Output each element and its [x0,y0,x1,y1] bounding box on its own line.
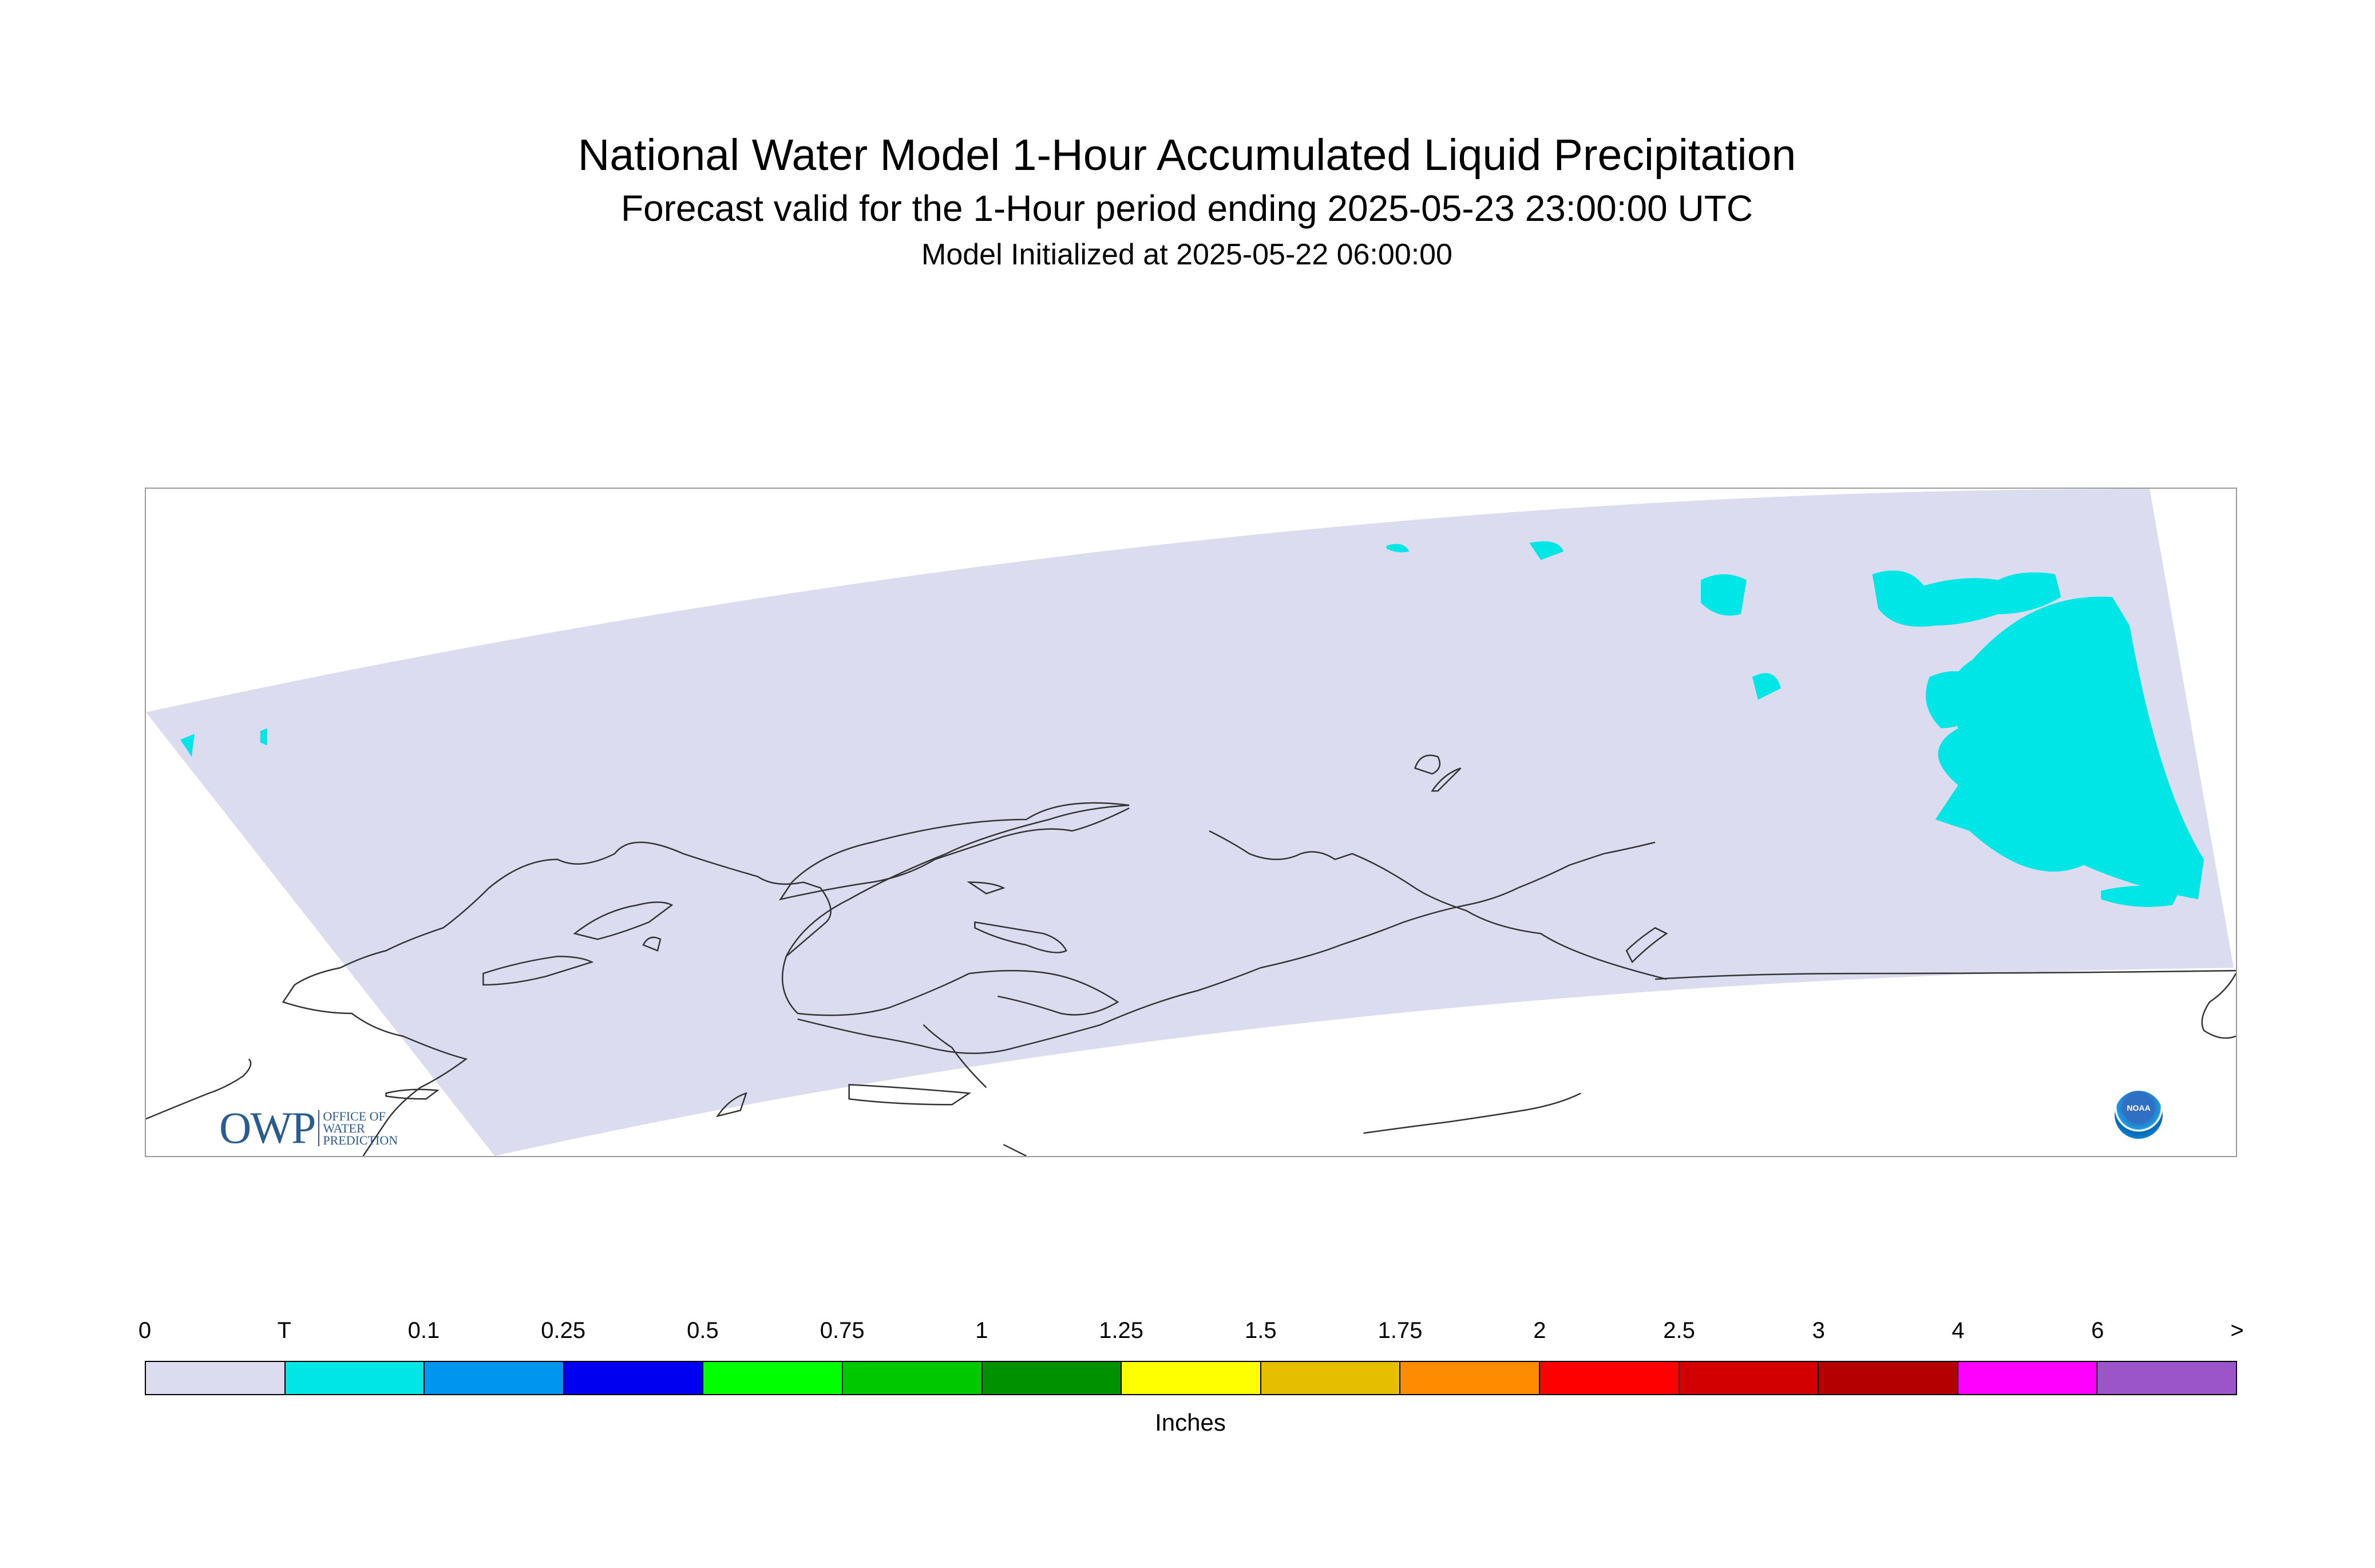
legend-swatch-6 [982,1362,1122,1394]
legend-tick-label: 6 [2091,1318,2104,1343]
legend-swatch-3 [564,1362,704,1394]
precip-color-legend [145,1361,2237,1395]
legend-swatch-8 [1261,1362,1401,1394]
legend-swatch-12 [1819,1362,1958,1394]
owp-logo-line-3: PREDICTION [323,1133,398,1147]
map-subtitle: Forecast valid for the 1-Hour period end… [620,188,1753,229]
legend-tick-label: 0.1 [407,1318,440,1343]
legend-swatch-14 [2097,1362,2236,1394]
legend-swatch-10 [1539,1362,1680,1394]
legend-swatch-0 [146,1362,286,1394]
legend-swatch-7 [1122,1362,1261,1394]
legend-tick-label: T [277,1318,291,1343]
map-title: National Water Model 1-Hour Accumulated … [577,130,1796,180]
coastlines [146,754,2236,1156]
precip-map: OWP OFFICE OF WATER PREDICTION NOAA [145,488,2237,1157]
legend-tick-label: 2.5 [1663,1318,1695,1343]
legend-tick-label: 1.5 [1245,1318,1277,1343]
legend-tick-label: 1.25 [1099,1318,1144,1343]
legend-swatch-5 [842,1362,983,1394]
map-canvas [146,489,2236,1156]
noaa-logo-icon: NOAA [2115,1091,2163,1139]
legend-tick-label: 1.75 [1378,1318,1423,1343]
noaa-logo-text: NOAA [2127,1103,2151,1112]
legend-tick-label: 0.75 [820,1318,865,1343]
owp-logo-line-2: WATER [323,1120,365,1135]
legend-tick-label: 0 [138,1318,152,1343]
model-domain [146,489,2234,1156]
legend-tick-label: > [2230,1318,2244,1343]
legend-swatch-2 [425,1362,564,1394]
legend-tick-label: 3 [1812,1318,1825,1343]
legend-tick-label: 0.25 [541,1318,586,1343]
legend-tick-label: 0.5 [687,1318,719,1343]
legend-swatch-1 [285,1362,425,1394]
owp-logo-line-1: OFFICE OF [323,1108,386,1123]
owp-logo: OWP OFFICE OF WATER PREDICTION [219,1099,398,1156]
legend-tick-label: 4 [1952,1318,1965,1343]
legend-swatch-11 [1679,1362,1819,1394]
model-init-line: Model Initialized at 2025-05-22 06:00:00 [921,238,1452,271]
legend-tick-label: 2 [1533,1318,1546,1343]
owp-logo-wordmark: OWP [219,1103,316,1153]
legend-units: Inches [1155,1409,1226,1436]
legend-swatch-9 [1400,1362,1540,1394]
legend-tick-labels: 0 T 0.1 0.25 0.5 0.75 1 1.25 1.5 1.75 2 2.5 3 4 6 > [138,1316,2244,1351]
legend-swatch-13 [1958,1362,2098,1394]
precip-areas [180,541,2204,907]
owp-logo-subtext: OFFICE OF WATER PREDICTION [318,1110,398,1146]
legend-swatch-4 [703,1362,843,1394]
legend-tick-label: 1 [975,1318,988,1343]
